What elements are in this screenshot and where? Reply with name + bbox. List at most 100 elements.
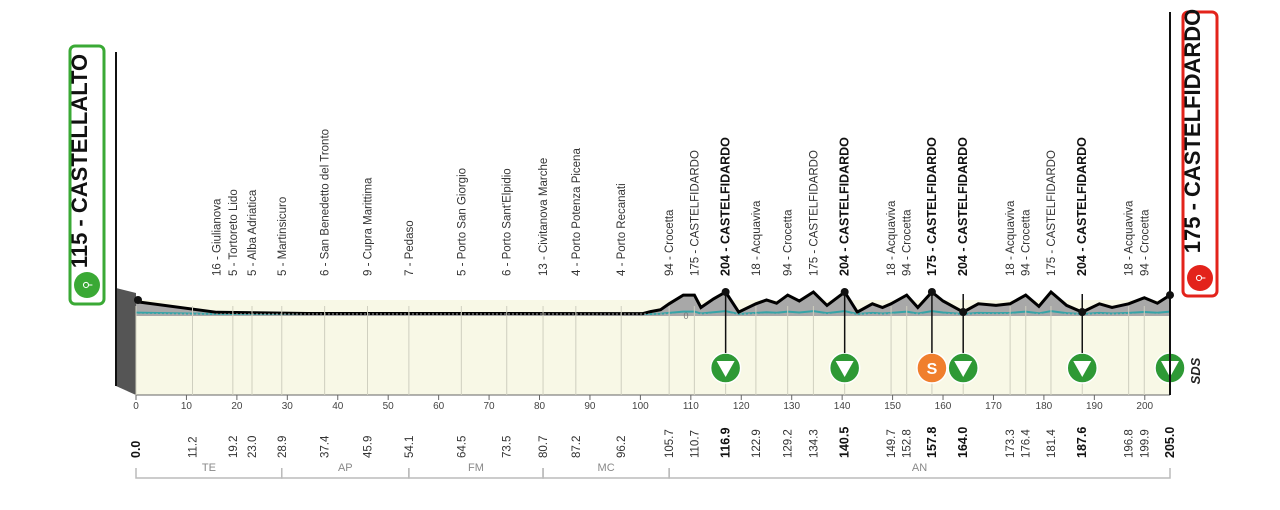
x-ticks: 0 10 20 30 40 50 60 70 80 90 100 110 120 130 140 150 160… <box>133 395 1154 412</box>
town-label: 175 - CASTELFIDARDO <box>925 137 939 276</box>
start-wedge <box>116 288 136 395</box>
town-label: 16 - Giulianova <box>212 198 224 276</box>
town-label: 18 - Acquaviva <box>751 200 763 276</box>
distance-label: 28.9 <box>277 436 289 458</box>
province-label: AP <box>338 462 353 474</box>
distance-label: 116.9 <box>719 427 733 458</box>
distance-label: 129.2 <box>783 429 795 458</box>
x-tick-label: 40 <box>332 401 344 412</box>
town-label: 5 - Porto San Giorgio <box>456 168 468 276</box>
climb-triangle-icon <box>954 361 973 377</box>
finish-label: 175 - CASTELFIDARDO <box>1180 9 1205 254</box>
distance-label: 140.5 <box>838 427 852 458</box>
distance-label: 37.4 <box>320 435 332 458</box>
town-label: 6 - San Benedetto del Tronto <box>320 129 332 276</box>
x-tick-label: 180 <box>1036 401 1053 412</box>
distance-label: 105.7 <box>664 429 676 458</box>
town-label: 204 - CASTELFIDARDO <box>838 137 852 276</box>
town-label: 4 - Porto Recanati <box>616 183 628 276</box>
x-tick-label: 200 <box>1136 401 1153 412</box>
town-label: 204 - CASTELFIDARDO <box>719 137 733 276</box>
distance-label: 122.9 <box>751 429 763 458</box>
x-tick-label: 60 <box>433 401 445 412</box>
province-label: AN <box>912 462 927 474</box>
distance-label: 205.0 <box>1163 427 1177 458</box>
road-line <box>135 310 1171 316</box>
x-tick-label: 0 <box>133 401 139 412</box>
distance-label: 110.7 <box>689 430 701 458</box>
start-badge-frame <box>68 44 106 306</box>
distance-labels: 0.0 11.2 19.2 23.0 28.9 37.4 45.9 54.1 64.5 73.5 8… <box>129 427 1177 458</box>
distance-label: 64.5 <box>456 436 468 458</box>
province-band: TE AP FM MC AN <box>135 462 1171 479</box>
climb-triangle-icon <box>835 361 854 377</box>
climb-triangle-icon <box>716 361 735 377</box>
distance-label: 152.8 <box>902 429 914 458</box>
town-label: 4 - Porto Potenza Picena <box>571 148 583 276</box>
distance-label: 54.1 <box>404 436 416 458</box>
province-label: MC <box>598 462 615 474</box>
distance-label: 176.4 <box>1021 429 1033 458</box>
town-label: 175 - CASTELFIDARDO <box>1046 150 1058 276</box>
distance-label: 187.6 <box>1075 427 1089 458</box>
distance-label: 149.7 <box>886 429 898 458</box>
brand-logo: SDS <box>1188 357 1203 384</box>
distance-label: 164.0 <box>956 427 970 458</box>
town-label: 204 - CASTELFIDARDO <box>1075 137 1089 276</box>
x-tick-label: 120 <box>733 401 750 412</box>
elevation-area <box>136 292 1170 316</box>
town-label: 175 - CASTELFIDARDO <box>689 150 701 276</box>
distance-label: 173.3 <box>1005 429 1017 458</box>
x-tick-label: 80 <box>534 401 546 412</box>
start-km: 115 <box>67 233 92 269</box>
zero-label: 0 <box>683 311 688 321</box>
x-tick-label: 50 <box>383 401 395 412</box>
x-tick-label: 100 <box>632 401 649 412</box>
distance-label: 96.2 <box>616 436 628 458</box>
finish-name: CASTELFIDARDO <box>1180 9 1205 197</box>
finish-bike-glyph: ⚲ <box>1195 274 1207 282</box>
town-label: 18 - Acquaviva <box>886 200 898 276</box>
start-sep: - <box>67 213 92 233</box>
start-label: 115 - CASTELLALTO <box>67 54 92 268</box>
x-tick-label: 10 <box>181 401 193 412</box>
distance-label: 0.0 <box>129 441 143 458</box>
distance-label: 199.9 <box>1139 429 1151 458</box>
marker-dot <box>1078 308 1087 317</box>
marker-dot <box>721 287 730 296</box>
start-bike-glyph: ⚲ <box>82 281 94 289</box>
start-name: CASTELLALTO <box>67 54 92 213</box>
start-dot <box>134 296 142 304</box>
town-label: 94 - Crocetta <box>902 209 914 276</box>
marker-dot <box>959 308 968 317</box>
distance-label: 134.3 <box>808 429 820 458</box>
start-bike-icon <box>74 272 100 298</box>
province-label: TE <box>202 462 216 474</box>
finish-sep: - <box>1180 197 1205 217</box>
distance-label: 45.9 <box>363 436 375 458</box>
x-tick-label: 30 <box>282 401 294 412</box>
town-label: 94 - Crocetta <box>783 209 795 276</box>
distance-label: 157.8 <box>925 427 939 458</box>
x-tick-label: 170 <box>985 401 1002 412</box>
x-tick-label: 70 <box>484 401 496 412</box>
marker-dot <box>927 287 936 296</box>
distance-label: 73.5 <box>502 436 514 458</box>
town-label: 204 - CASTELFIDARDO <box>956 137 970 276</box>
x-tick-label: 90 <box>584 401 596 412</box>
town-labels: 16 - Giulianova 5 - Tortoreto Lido 5 - Alb… <box>212 129 1152 276</box>
town-label: 94 - Crocetta <box>1139 209 1151 276</box>
town-label: 18 - Acquaviva <box>1005 200 1017 276</box>
distance-label: 80.7 <box>538 436 550 458</box>
finish-badge-frame <box>1181 10 1219 298</box>
town-label: 5 - Alba Adriatica <box>247 189 259 276</box>
province-bracket <box>668 468 1171 479</box>
town-label: 18 - Acquaviva <box>1124 200 1136 276</box>
elevation-line <box>135 289 1171 316</box>
x-tick-label: 160 <box>935 401 952 412</box>
climb-triangle-icon <box>1073 361 1092 377</box>
x-tick-label: 140 <box>834 401 851 412</box>
town-label: 13 - Civitanova Marche <box>538 158 550 276</box>
